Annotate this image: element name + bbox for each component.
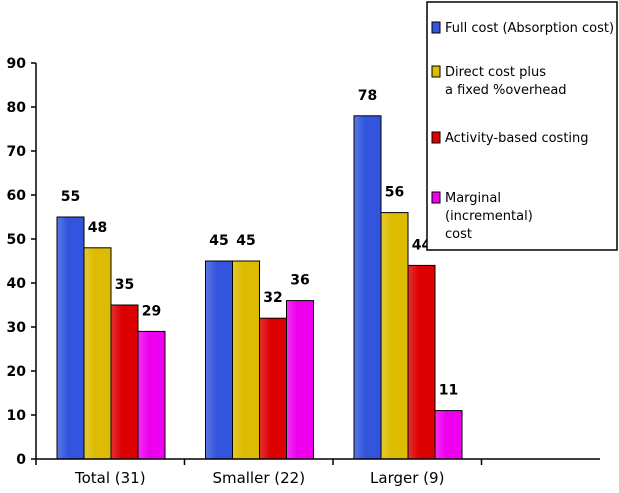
legend-swatch [431,21,441,34]
legend-entry-label: cost [445,227,472,242]
y-tick-label: 70 [7,144,27,160]
bar [434,410,463,460]
y-tick-label: 40 [7,276,27,292]
data-label: 56 [385,185,404,201]
data-label: 78 [358,88,377,104]
bar [232,260,260,460]
data-label: 36 [290,273,309,289]
bar [56,216,85,460]
legend-swatch [431,131,441,144]
legend-box [426,1,618,251]
legend-swatch [431,65,441,78]
y-tick-label: 20 [7,364,27,380]
bar [407,264,436,460]
legend-swatch [431,191,441,204]
y-tick-label: 30 [7,320,27,336]
data-label: 45 [209,233,228,249]
bar [83,247,112,460]
y-axis: 0 10 20 30 40 50 60 70 80 90 [7,56,37,468]
y-tick-label: 80 [7,100,27,116]
x-tick-label: Total (31) [74,469,146,487]
legend-entry-label: a fixed %overhead [445,83,567,98]
bar [259,317,287,460]
bar [353,115,382,460]
bar [205,260,233,460]
legend-entry-label: Activity-based costing [445,131,589,146]
data-label: 45 [236,233,255,249]
legend-entry-label: Marginal [445,191,501,206]
bar [286,300,314,460]
bars [56,115,463,460]
x-tick-label: Larger (9) [370,469,444,487]
y-tick-label: 0 [16,452,26,468]
y-tick-label: 60 [7,188,27,204]
y-tick-label: 90 [7,56,27,72]
y-tick-label: 50 [7,232,27,248]
x-axis: Total (31) Smaller (22) Larger (9) [35,458,600,487]
bar [380,212,409,460]
data-label: 29 [142,303,161,319]
x-tick-label: Smaller (22) [212,469,305,487]
bar [110,304,139,460]
legend: Full cost (Absorption cost) Direct cost p… [426,1,618,251]
y-tick-label: 10 [7,408,27,424]
legend-entry-label: Full cost (Absorption cost) [445,21,614,36]
bar [137,330,166,460]
legend-entry-label: Direct cost plus [445,65,546,80]
legend-entry-label: (incremental) [445,209,533,224]
data-label: 11 [439,383,458,399]
data-label: 55 [61,189,80,205]
data-label: 48 [88,220,107,236]
data-label: 35 [115,277,134,293]
data-label: 32 [263,290,282,306]
